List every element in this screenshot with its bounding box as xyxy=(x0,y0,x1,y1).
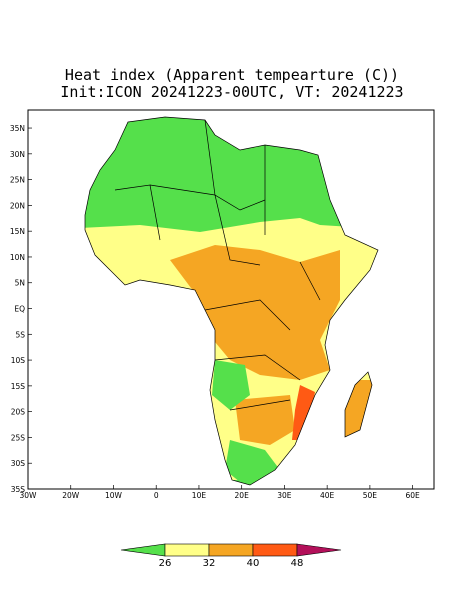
y-tick-label: 15S xyxy=(11,382,26,391)
chart-subtitle: Init:ICON 20241223-00UTC, VT: 20241223 xyxy=(60,83,403,101)
y-tick-label: 35N xyxy=(10,124,25,133)
x-tick-label: 10E xyxy=(192,491,207,500)
y-tick-label: EQ xyxy=(14,305,25,314)
x-tick-label: 10W xyxy=(105,491,123,500)
region xyxy=(292,385,315,440)
y-tick-label: 15N xyxy=(10,227,25,236)
colorbar-triangle xyxy=(296,543,342,557)
x-tick-label: 30W xyxy=(20,491,38,500)
chart-title: Heat index (Apparent tempearture (C)) xyxy=(65,66,399,84)
y-tick-label: 25N xyxy=(10,176,25,185)
region xyxy=(235,395,295,445)
x-tick-label: 20E xyxy=(235,491,250,500)
y-tick-label: 35S xyxy=(11,485,26,494)
map-frame xyxy=(27,109,435,490)
colorbar-label: 48 xyxy=(291,558,304,569)
region xyxy=(170,245,340,380)
x-tick-label: 60E xyxy=(405,491,420,500)
colorbar-triangle xyxy=(120,543,166,557)
y-tick-label: 5N xyxy=(15,279,25,288)
y-tick-label: 30S xyxy=(11,459,26,468)
colorbar-segment xyxy=(252,543,298,557)
x-tick-label: 40E xyxy=(320,491,335,500)
y-tick-label: 20N xyxy=(10,201,25,210)
colorbar-label: 32 xyxy=(203,558,216,569)
x-tick-label: 20W xyxy=(62,491,80,500)
colorbar-segment xyxy=(208,543,254,557)
borders xyxy=(84,116,379,486)
region xyxy=(212,360,250,410)
colorbar-segment xyxy=(164,543,210,557)
x-tick-label: 30E xyxy=(277,491,292,500)
colorbar-label: 40 xyxy=(247,558,260,569)
colorbar-label: 26 xyxy=(159,558,172,569)
map-field xyxy=(85,117,378,485)
y-tick-label: 20S xyxy=(11,408,26,417)
x-tick-label: 50E xyxy=(363,491,378,500)
y-tick-label: 30N xyxy=(10,150,25,159)
x-tick-label: 0 xyxy=(154,491,159,500)
y-tick-label: 25S xyxy=(11,433,26,442)
y-tick-label: 5S xyxy=(15,330,25,339)
y-tick-label: 10N xyxy=(10,253,25,262)
y-tick-label: 10S xyxy=(11,356,26,365)
